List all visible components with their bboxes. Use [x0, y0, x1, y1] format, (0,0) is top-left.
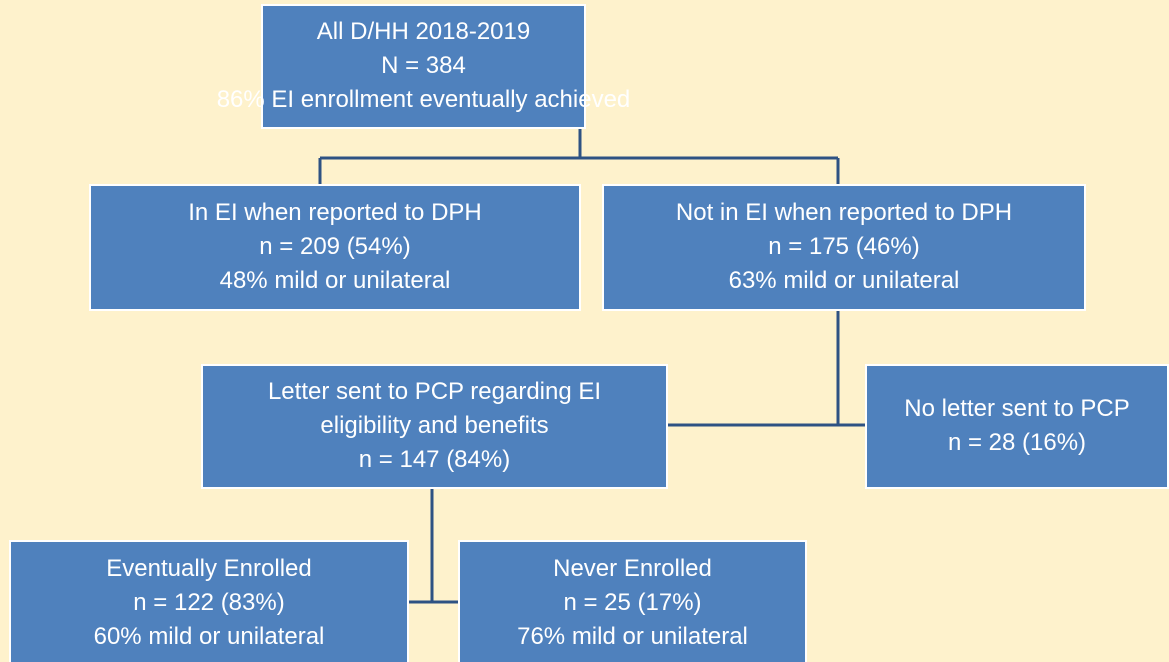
- node-text: Never Enrolled: [553, 555, 712, 582]
- node-text: 76% mild or unilateral: [517, 623, 748, 650]
- node-box: [89, 184, 581, 311]
- node-text: 86% EI enrollment eventually achieved: [217, 86, 631, 113]
- node-text: n = 209 (54%): [259, 233, 410, 260]
- node-box: [602, 184, 1086, 311]
- node-text: n = 25 (17%): [563, 589, 701, 616]
- node-text: n = 147 (84%): [359, 446, 510, 473]
- node-text: 63% mild or unilateral: [729, 267, 960, 294]
- node-text: Letter sent to PCP regarding EI: [268, 378, 601, 405]
- node-text: Eventually Enrolled: [106, 555, 311, 582]
- node-text: n = 28 (16%): [948, 429, 1086, 456]
- node-text: 48% mild or unilateral: [220, 267, 451, 294]
- node-text: n = 122 (83%): [133, 589, 284, 616]
- node-box: [458, 540, 807, 662]
- node-box: [201, 364, 668, 489]
- node-text: n = 175 (46%): [768, 233, 919, 260]
- node-text: Not in EI when reported to DPH: [676, 199, 1012, 226]
- node-text: In EI when reported to DPH: [188, 199, 481, 226]
- node-text: eligibility and benefits: [320, 412, 548, 439]
- node-box: [9, 540, 409, 662]
- node-text: 60% mild or unilateral: [94, 623, 325, 650]
- node-text: All D/HH 2018-2019: [317, 18, 530, 45]
- node-text: No letter sent to PCP: [904, 395, 1129, 422]
- node-box: [865, 364, 1169, 489]
- node-box: [261, 4, 586, 129]
- node-text: N = 384: [381, 52, 466, 79]
